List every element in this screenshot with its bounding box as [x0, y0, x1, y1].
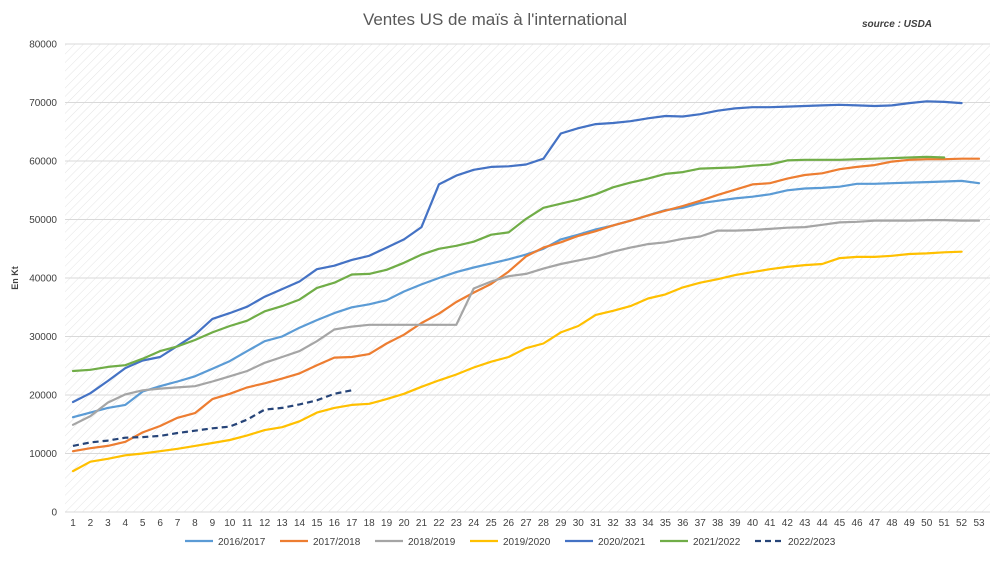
x-tick-label: 38 [712, 518, 724, 529]
x-tick-label: 33 [625, 518, 637, 529]
series-line-0 [71, 179, 981, 419]
x-tick-label: 39 [730, 518, 742, 529]
y-tick-label: 0 [51, 508, 57, 519]
chart-title: Ventes US de maïs à l'international [363, 10, 627, 29]
x-tick-label: 50 [921, 518, 933, 529]
x-tick-label: 17 [346, 518, 358, 529]
x-tick-label: 45 [834, 518, 846, 529]
y-tick-label: 40000 [29, 274, 57, 285]
x-tick-label: 28 [538, 518, 550, 529]
x-tick-label: 15 [311, 518, 323, 529]
x-tick-label: 21 [416, 518, 428, 529]
x-tick-label: 47 [869, 518, 881, 529]
x-tick-label: 32 [608, 518, 620, 529]
x-tick-label: 42 [782, 518, 794, 529]
x-tick-label: 27 [520, 518, 532, 529]
series-line-2 [71, 219, 981, 426]
y-axis-title: En Kt [10, 266, 20, 290]
legend-label-6: 2022/2023 [788, 537, 836, 548]
x-tick-label: 41 [764, 518, 776, 529]
x-tick-label: 30 [573, 518, 585, 529]
gridlines [65, 43, 990, 513]
series-line-3 [71, 250, 963, 473]
x-tick-label: 51 [939, 518, 951, 529]
x-tick-label: 18 [364, 518, 376, 529]
x-tick-label: 52 [956, 518, 968, 529]
x-tick-label: 13 [277, 518, 289, 529]
y-tick-label: 60000 [29, 157, 57, 168]
y-axis-ticks: 0 10000 20000 30000 40000 50000 60000 70000 8000… [29, 40, 57, 519]
x-tick-label: 5 [140, 518, 146, 529]
x-tick-label: 19 [381, 518, 393, 529]
x-tick-label: 14 [294, 518, 306, 529]
x-tick-label: 36 [677, 518, 689, 529]
x-tick-label: 49 [904, 518, 916, 529]
x-tick-label: 1 [70, 518, 76, 529]
x-tick-label: 20 [398, 518, 410, 529]
series-line-1 [71, 157, 981, 453]
x-axis-ticks: 1 2 3 4 5 6 7 8 9 10 11 12 13 14 15 16 17 18 19 20 21 22 23 24 2… [70, 518, 985, 529]
series-line-4 [71, 100, 963, 404]
source-label: source : USDA [862, 19, 932, 30]
x-tick-label: 11 [242, 518, 253, 529]
x-tick-label: 34 [642, 518, 654, 529]
x-tick-label: 44 [817, 518, 829, 529]
series-line-5 [71, 155, 946, 373]
x-tick-label: 24 [468, 518, 480, 529]
y-tick-label: 50000 [29, 215, 57, 226]
legend-label-5: 2021/2022 [693, 537, 741, 548]
x-tick-label: 9 [210, 518, 216, 529]
x-tick-label: 26 [503, 518, 515, 529]
x-tick-label: 31 [590, 518, 602, 529]
series-lines [71, 100, 981, 473]
x-tick-label: 43 [799, 518, 811, 529]
y-tick-label: 70000 [29, 98, 57, 109]
x-tick-label: 10 [224, 518, 236, 529]
x-tick-label: 48 [886, 518, 898, 529]
x-tick-label: 53 [973, 518, 985, 529]
x-tick-label: 46 [851, 518, 863, 529]
x-tick-label: 3 [105, 518, 111, 529]
x-tick-label: 16 [329, 518, 341, 529]
x-tick-label: 8 [192, 518, 198, 529]
legend: 2016/2017 2017/2018 2018/2019 2019/2020 2020… [185, 537, 836, 548]
legend-label-3: 2019/2020 [503, 537, 551, 548]
x-tick-label: 29 [555, 518, 567, 529]
x-tick-label: 25 [486, 518, 498, 529]
legend-label-0: 2016/2017 [218, 537, 266, 548]
x-tick-label: 35 [660, 518, 672, 529]
series-line-6 [72, 389, 353, 447]
x-tick-label: 37 [695, 518, 707, 529]
x-tick-label: 7 [175, 518, 181, 529]
x-tick-label: 2 [88, 518, 94, 529]
x-tick-label: 23 [451, 518, 463, 529]
x-tick-label: 6 [157, 518, 163, 529]
y-tick-label: 30000 [29, 332, 57, 343]
x-tick-label: 4 [122, 518, 128, 529]
x-tick-label: 22 [433, 518, 445, 529]
legend-label-4: 2020/2021 [598, 537, 646, 548]
legend-label-1: 2017/2018 [313, 537, 361, 548]
x-tick-label: 12 [259, 518, 271, 529]
y-tick-label: 10000 [29, 449, 57, 460]
y-tick-label: 20000 [29, 391, 57, 402]
legend-label-2: 2018/2019 [408, 537, 456, 548]
x-tick-label: 40 [747, 518, 759, 529]
y-tick-label: 80000 [29, 40, 57, 51]
